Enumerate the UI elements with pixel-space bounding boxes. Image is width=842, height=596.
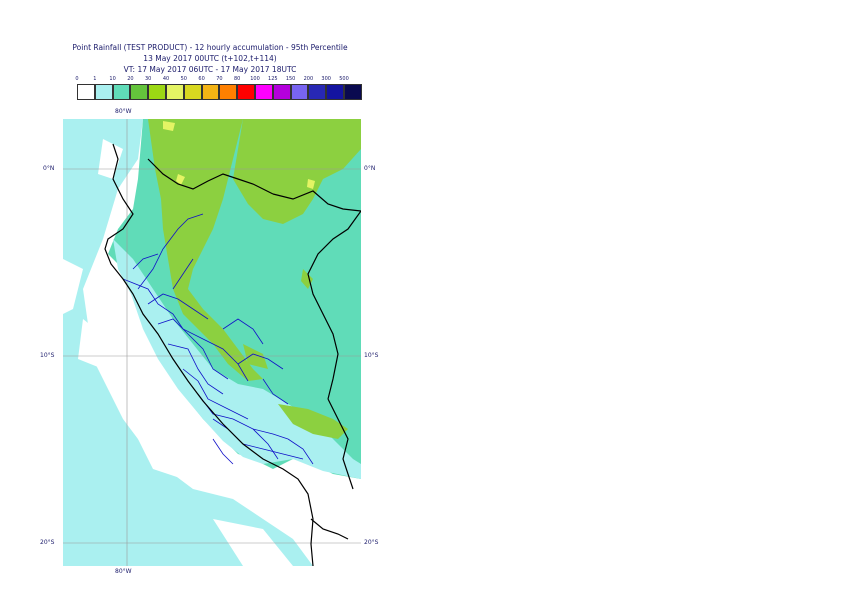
legend-color-box [77,84,95,100]
lat-label-10-left: 10°S [40,352,55,359]
legend-color-box [112,84,131,100]
legend-threshold-label: 125 [268,76,278,82]
ocean-precip-white-patch-4 [133,429,183,479]
legend-threshold-label: 70 [216,76,223,82]
legend-threshold-label: 150 [285,76,296,82]
lon-label-top: 80°W [115,108,132,115]
lat-label-20-left: 20°S [40,539,55,546]
southeast-precip-green [278,404,348,439]
legend-threshold-label: 500 [339,76,349,82]
legend-color-box [237,84,255,100]
ocean-precip-white-patch-3 [78,319,108,369]
legend-threshold-label: 0 [75,76,79,82]
andes-precip-green [148,119,263,381]
map-run-time: 13 May 2017 00UTC (t+102,t+114) [143,54,277,63]
regional-boundaries [122,213,314,465]
lat-label-0-right: 0°N [364,165,376,172]
legend-threshold-label: 60 [198,76,205,82]
legend-color-box [290,84,309,100]
ocean-precip-white-patch-2 [63,259,83,314]
legend-threshold-label: 80 [234,76,241,82]
legend-threshold-label: 30 [145,76,152,82]
legend-color-box [326,84,344,100]
north-precip-green [233,119,361,224]
precip-max-yellow [307,179,315,189]
legend-color-box [166,84,184,100]
lat-label-10-right: 10°S [364,352,379,359]
legend-color-box [219,84,238,100]
legend-color-box [130,84,149,100]
lat-label-20-right: 20°S [364,539,379,546]
brazil-border [307,210,362,400]
ecuador-border [147,158,274,195]
legend-color-box [201,84,220,100]
legend-color-box [272,84,291,100]
map-valid-time: VT: 17 May 2017 06UTC - 17 May 2017 18UT… [123,65,297,74]
legend-threshold-label: 20 [127,76,134,82]
legend-color-box [183,84,202,100]
chile-border [310,518,349,540]
precip-max-yellow [176,174,185,185]
legend-threshold-label: 1 [93,76,97,82]
legend-color-box [94,84,113,100]
map-title: Point Rainfall (TEST PRODUCT) - 12 hourl… [72,43,348,52]
legend-threshold-label: 200 [303,76,314,82]
ocean-precip-white-patch-5 [213,519,293,566]
precip-max-yellow [163,121,175,131]
rainfall-map: 80°W 80°W 0°N 0°N 10°S 10°S 20°S 20°S [40,108,378,575]
coastlines-borders [104,143,362,567]
bolivia-border [327,398,354,490]
map-svg [63,119,362,567]
legend-color-box [344,84,362,100]
colombia-border [272,190,362,212]
legend-threshold-label: 300 [321,76,331,82]
ocean-precip-light [63,119,313,566]
legend-threshold-label: 50 [180,76,187,82]
legend-threshold-label: 100 [250,76,260,82]
lon-label-bottom: 80°W [115,568,132,575]
peru-coastline [104,143,314,567]
legend-threshold-label: 10 [109,76,116,82]
legend-color-box [148,84,166,100]
green-patch [243,344,268,369]
legend-color-box [255,84,273,100]
lat-label-0-left: 0°N [43,165,55,172]
legend-threshold-label: 40 [162,76,170,82]
legend-color-box [308,84,327,100]
